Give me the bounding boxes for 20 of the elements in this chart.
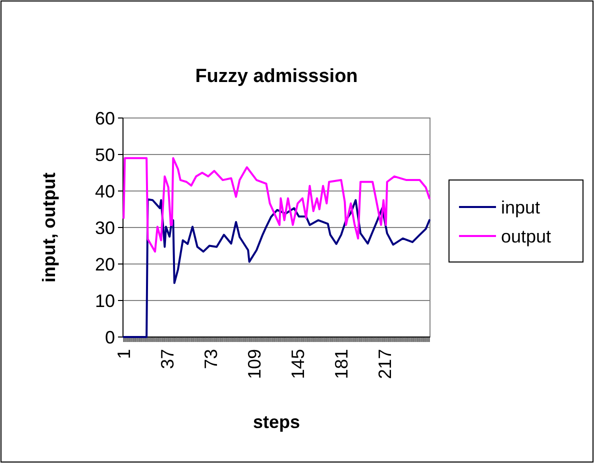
x-tick-label: 145 xyxy=(288,349,308,380)
y-tick-label: 10 xyxy=(94,290,115,311)
x-tick-label: 1 xyxy=(114,349,134,360)
x-tick-label: 109 xyxy=(244,349,264,380)
chart-title: Fuzzy admisssion xyxy=(195,66,358,87)
x-tick-label: 181 xyxy=(331,349,352,380)
y-tick-label: 30 xyxy=(94,218,115,238)
line-series xyxy=(122,157,430,253)
x-tick-label: 217 xyxy=(374,349,395,380)
y-tick-label: 60 xyxy=(94,108,115,128)
legend-label: input xyxy=(501,197,540,218)
y-tick-label: 40 xyxy=(94,181,115,202)
y-tick-label: 0 xyxy=(104,327,115,348)
x-tick-label: 73 xyxy=(200,349,221,370)
y-axis-title: input, output xyxy=(39,172,59,282)
x-axis-title: steps xyxy=(252,412,300,432)
x-tick-label: 37 xyxy=(157,349,178,370)
legend-label: output xyxy=(501,226,552,246)
y-tick-label: 50 xyxy=(94,144,115,165)
y-tick-label: 20 xyxy=(94,254,115,274)
